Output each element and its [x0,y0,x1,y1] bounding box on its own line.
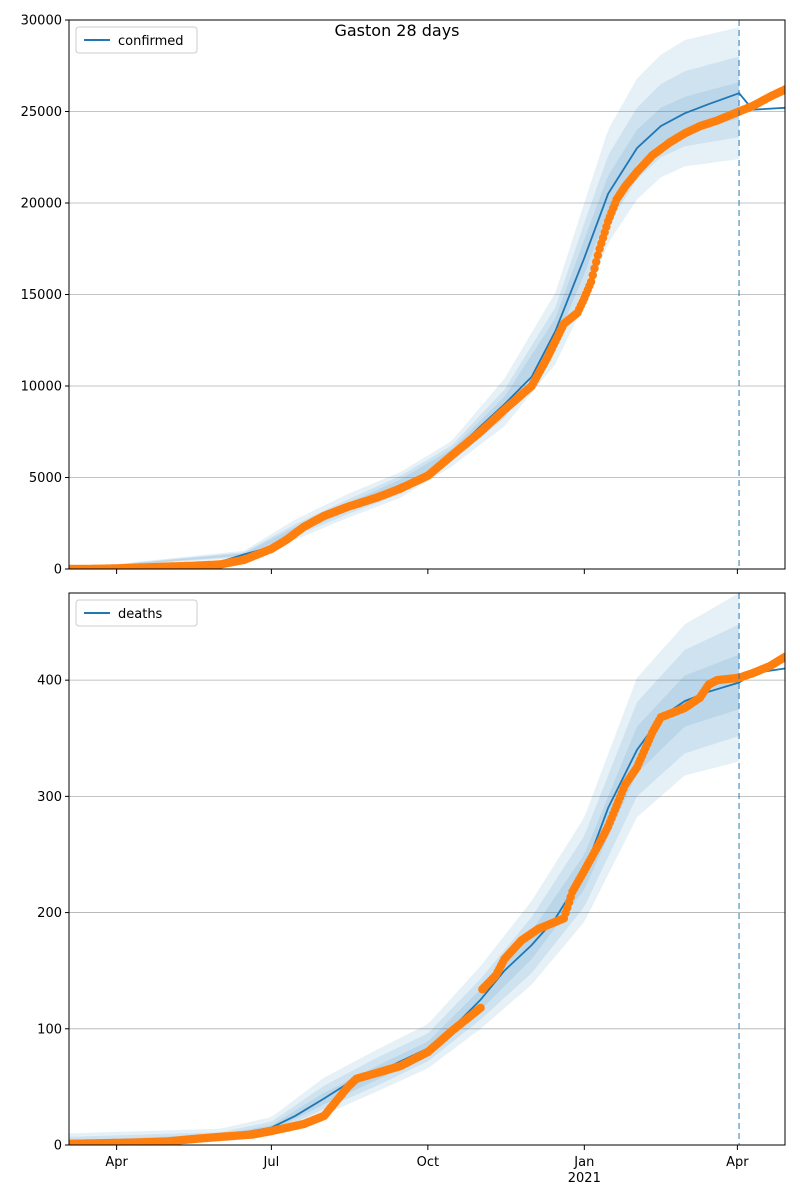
axes-frame [68,592,786,1146]
x-tick-label: Apr [105,1155,128,1170]
x-year-label: 2021 [568,1171,601,1186]
deaths-panel: 0 100 200 300 400 deaths [37,592,786,1154]
observed-point [593,251,603,260]
x-tick-label: Jul [263,1155,280,1170]
observed-point [780,85,785,94]
legend-box [75,26,198,54]
uncertainty-band-2 [69,624,740,1145]
plot-area [69,593,785,1145]
y-tick-label: 200 [37,906,62,921]
confirmed-panel: 0 5000 10000 15000 20000 25000 30000 confirmed [21,14,786,578]
model-line [69,667,785,1145]
uncertainty-band-1 [69,27,740,569]
observed-point [586,277,596,286]
uncertainty-band-1 [69,593,740,1145]
legend: deaths [75,599,198,627]
observed-point [588,270,597,280]
y-tick-label: 300 [37,790,62,805]
y-tick-label: 100 [37,1022,62,1037]
y-tick-label: 0 [54,563,62,578]
y-tick-label: 15000 [21,288,62,303]
legend-label: deaths [118,607,163,622]
x-tick-label: Oct [417,1155,439,1170]
y-tick-label: 20000 [21,197,62,212]
uncertainty-band-3 [69,654,740,1145]
uncertainty-band-3 [69,82,740,569]
legend-label: confirmed [118,34,184,49]
y-tick-label: 400 [37,674,62,689]
x-tick-label: Apr [726,1155,749,1170]
y-tick-label: 0 [54,1139,62,1154]
chart-title: Gaston 28 days [334,21,459,40]
observed-point [780,652,785,662]
observed-point [476,1003,485,1013]
y-tick-label: 10000 [21,380,62,395]
y-tick-label: 25000 [21,105,62,120]
x-tick-label: Jan [573,1155,594,1170]
legend-box [75,599,198,627]
y-tick-label: 30000 [21,14,62,29]
observed-point [592,257,601,267]
plot-area [69,27,785,569]
uncertainty-band-2 [69,56,740,569]
legend: confirmed [75,26,198,54]
x-axis: Apr Jul Oct Jan Apr 2021 [105,1155,749,1186]
axes-frame [68,19,786,570]
observed-point [590,264,599,273]
y-tick-label: 5000 [29,471,62,486]
